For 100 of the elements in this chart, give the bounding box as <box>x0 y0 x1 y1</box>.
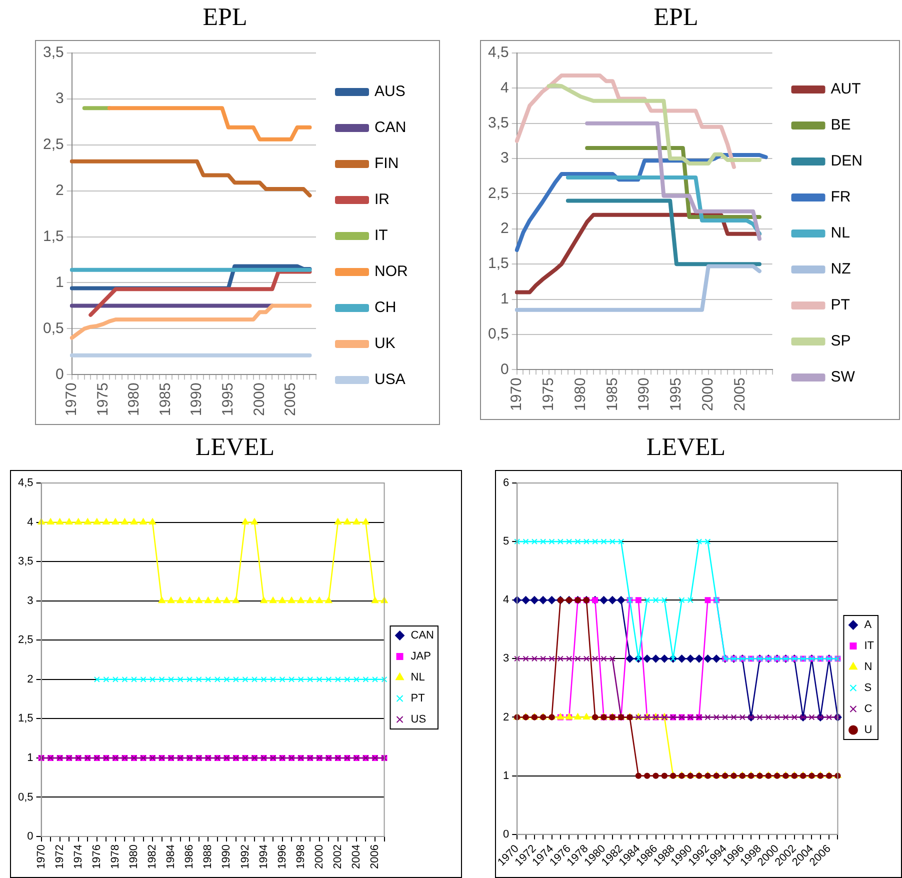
x-tick-label: 1974 <box>72 844 84 870</box>
x-tick-label: 2005 <box>731 378 748 412</box>
x-tick-label: 1998 <box>294 844 307 870</box>
y-tick-label: 2,5 <box>18 634 34 646</box>
x-tick-label: 2000 <box>313 844 326 870</box>
y-tick-label: 5 <box>502 536 510 548</box>
y-tick-label: 3 <box>500 150 509 167</box>
chart-title: EPL <box>652 4 700 32</box>
y-tick-label: 1,5 <box>18 712 34 725</box>
y-tick-label: 0,5 <box>42 320 64 337</box>
y-tick-label: 0,5 <box>488 326 509 343</box>
x-tick-label: 1984 <box>165 844 178 870</box>
y-tick-label: 2 <box>56 182 64 199</box>
y-tick-label: 3 <box>502 652 510 665</box>
x-tick-label: 2006 <box>369 844 382 870</box>
y-tick-label: 4 <box>500 79 509 96</box>
x-tick-label: 1982 <box>146 844 159 870</box>
y-tick-label: 4,5 <box>488 44 509 62</box>
legend-label: UK <box>374 335 396 352</box>
chart-title: LEVEL <box>645 434 727 462</box>
y-tick-label: 4 <box>27 516 34 528</box>
chart-title: EPL <box>202 4 248 32</box>
x-tick-label: 1985 <box>156 382 174 416</box>
x-tick-label: 1970 <box>508 378 525 412</box>
x-tick-label: 2005 <box>282 382 300 416</box>
y-tick-label: 2 <box>500 220 509 238</box>
y-tick-label: 0 <box>500 360 509 378</box>
legend-label: PT <box>830 296 850 314</box>
x-tick-label: 1975 <box>540 378 557 412</box>
legend-label: US <box>410 714 426 726</box>
x-tick-label: 1990 <box>220 844 233 870</box>
legend-label: CAN <box>374 119 406 136</box>
x-tick-label: 2000 <box>700 378 717 412</box>
x-tick-label: 2000 <box>250 382 268 416</box>
legend-label: FR <box>830 188 851 206</box>
y-tick-label: 3,5 <box>42 44 64 62</box>
x-tick-label: 1978 <box>109 844 122 870</box>
y-tick-label: 1 <box>27 752 34 764</box>
x-tick-label: 1985 <box>604 378 621 412</box>
y-tick-label: 3,5 <box>18 556 34 568</box>
x-tick-label: 1970 <box>35 844 48 870</box>
legend-label: CH <box>374 299 396 316</box>
y-tick-label: 6 <box>502 477 510 490</box>
legend-label: CAN <box>410 630 434 642</box>
y-tick-label: 3 <box>27 594 34 607</box>
y-tick-label: 0 <box>27 830 34 843</box>
x-tick-label: 1988 <box>202 844 214 870</box>
y-tick-label: 1,5 <box>42 228 64 245</box>
y-tick-label: 2,5 <box>488 184 509 202</box>
chart-title: LEVEL <box>194 434 276 462</box>
y-tick-label: 0 <box>56 366 64 383</box>
legend-label: S <box>864 682 872 694</box>
x-tick-label: 1990 <box>188 382 206 416</box>
legend-label: PT <box>410 692 426 705</box>
legend-label: IT <box>864 640 874 652</box>
x-tick-label: 1976 <box>90 844 103 870</box>
legend-label: N <box>864 661 872 674</box>
x-tick-label: 1995 <box>668 378 685 412</box>
legend-label: NL <box>410 672 425 684</box>
y-tick-label: 4 <box>502 594 510 606</box>
y-tick-label: 1 <box>502 770 510 782</box>
x-tick-label: 1975 <box>94 382 112 416</box>
y-tick-label: 4,5 <box>18 477 34 490</box>
x-tick-label: 2004 <box>350 844 362 870</box>
y-tick-label: 1 <box>500 290 509 308</box>
x-tick-label: 1996 <box>276 844 288 870</box>
y-tick-label: 3 <box>56 90 64 108</box>
legend-label: AUT <box>830 80 861 98</box>
x-tick-label: 1995 <box>220 382 236 416</box>
legend-label: IT <box>374 227 388 244</box>
y-tick-label: 0,5 <box>18 791 34 804</box>
y-tick-label: 2 <box>27 673 34 686</box>
y-tick-label: 1,5 <box>488 255 509 272</box>
legend-label: NL <box>830 224 850 242</box>
x-tick-label: 1980 <box>126 382 143 416</box>
x-tick-label: 1972 <box>54 844 66 870</box>
legend-label: FIN <box>374 155 399 172</box>
legend-label: SW <box>830 368 856 386</box>
x-tick-label: 1980 <box>572 378 589 412</box>
y-tick-label: 3,5 <box>488 114 509 132</box>
y-tick-label: 1 <box>56 274 64 291</box>
legend-label: A <box>864 619 872 632</box>
x-tick-label: 1994 <box>258 844 270 870</box>
legend-label: JAP <box>410 650 431 663</box>
legend-label: NZ <box>830 260 851 278</box>
legend-label: DEN <box>830 152 862 170</box>
x-tick-label: 2002 <box>332 844 344 870</box>
x-tick-label: 1970 <box>62 382 80 416</box>
legend-label: U <box>864 724 872 736</box>
legend-label: C <box>864 703 872 716</box>
y-tick-label: 0 <box>502 828 510 840</box>
y-tick-label: 2 <box>502 711 510 724</box>
y-tick-label: 2,5 <box>42 136 64 154</box>
x-tick-label: 1980 <box>128 844 140 870</box>
x-tick-label: 1992 <box>239 844 252 870</box>
legend-label: USA <box>374 371 406 388</box>
legend-label: NOR <box>374 263 408 280</box>
legend-label: BE <box>830 116 851 134</box>
x-tick-label: 1990 <box>636 378 653 412</box>
x-tick-label: 1986 <box>184 844 196 870</box>
